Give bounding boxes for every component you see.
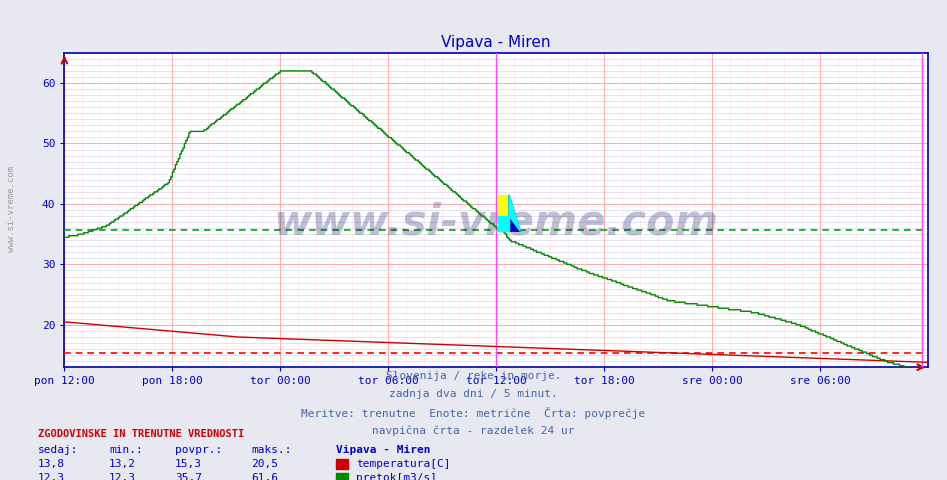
Text: povpr.:: povpr.: bbox=[175, 444, 223, 455]
Text: 13,2: 13,2 bbox=[109, 459, 136, 469]
Text: www.si-vreme.com: www.si-vreme.com bbox=[7, 166, 16, 252]
Text: 15,3: 15,3 bbox=[175, 459, 203, 469]
Text: Vipava - Miren: Vipava - Miren bbox=[336, 444, 431, 455]
Text: temperatura[C]: temperatura[C] bbox=[356, 459, 451, 469]
Text: ZGODOVINSKE IN TRENUTNE VREDNOSTI: ZGODOVINSKE IN TRENUTNE VREDNOSTI bbox=[38, 429, 244, 439]
Text: min.:: min.: bbox=[109, 444, 143, 455]
Text: 12,3: 12,3 bbox=[109, 473, 136, 480]
Text: Meritve: trenutne  Enote: metrične  Črta: povprečje: Meritve: trenutne Enote: metrične Črta: … bbox=[301, 407, 646, 419]
Text: maks.:: maks.: bbox=[251, 444, 292, 455]
Text: 61,6: 61,6 bbox=[251, 473, 278, 480]
Title: Vipava - Miren: Vipava - Miren bbox=[441, 35, 551, 50]
Text: zadnja dva dni / 5 minut.: zadnja dva dni / 5 minut. bbox=[389, 389, 558, 399]
Text: 12,3: 12,3 bbox=[38, 473, 65, 480]
Text: pretok[m3/s]: pretok[m3/s] bbox=[356, 473, 438, 480]
Text: Slovenija / reke in morje.: Slovenija / reke in morje. bbox=[385, 371, 562, 381]
Text: navpična črta - razdelek 24 ur: navpična črta - razdelek 24 ur bbox=[372, 425, 575, 436]
Text: www.si-vreme.com: www.si-vreme.com bbox=[274, 202, 719, 243]
Text: 20,5: 20,5 bbox=[251, 459, 278, 469]
Text: 35,7: 35,7 bbox=[175, 473, 203, 480]
Text: sedaj:: sedaj: bbox=[38, 444, 79, 455]
Text: 13,8: 13,8 bbox=[38, 459, 65, 469]
